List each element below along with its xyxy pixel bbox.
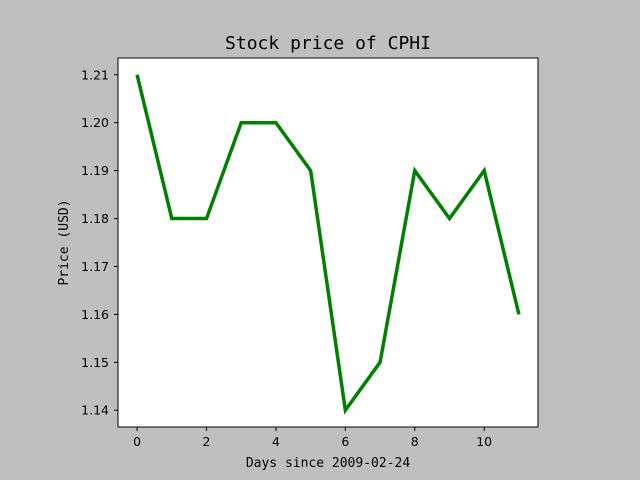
x-tick-label: 8	[411, 434, 419, 449]
y-tick-label: 1.20	[81, 115, 109, 130]
y-tick-label: 1.15	[81, 355, 109, 370]
y-tick-label: 1.19	[81, 163, 109, 178]
y-axis-label: Price (USD)	[57, 199, 72, 285]
x-tick-label: 2	[203, 434, 211, 449]
y-tick-label: 1.17	[81, 259, 109, 274]
y-tick-label: 1.16	[81, 307, 109, 322]
y-tick-label: 1.18	[81, 211, 109, 226]
x-tick-label: 6	[341, 434, 349, 449]
x-axis-label: Days since 2009-02-24	[246, 456, 411, 471]
series-line-0	[135, 74, 521, 415]
y-axis-ticks: 1.14 1.15 1.16 1.17 1.18 1.19 1.20 1.21	[81, 67, 118, 418]
chart-title: Stock price of CPHI	[225, 33, 431, 54]
x-tick-label: 10	[476, 434, 492, 449]
x-axis-ticks: 0 2 4 6 8 10	[133, 427, 492, 449]
y-tick-label: 1.14	[81, 403, 109, 418]
plot-area	[118, 58, 538, 427]
plot-frame	[117, 57, 539, 428]
x-tick-label: 4	[272, 434, 280, 449]
series-layer	[135, 74, 521, 415]
y-tick-label: 1.21	[81, 67, 109, 82]
x-tick-label: 0	[133, 434, 141, 449]
